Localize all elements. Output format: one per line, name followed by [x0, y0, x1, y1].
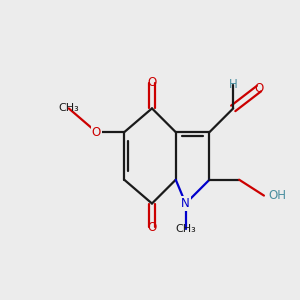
Text: OH: OH: [268, 189, 286, 202]
Text: O: O: [147, 221, 157, 234]
Text: O: O: [147, 76, 157, 89]
Text: O: O: [254, 82, 264, 95]
Text: H: H: [229, 78, 238, 91]
Text: CH₃: CH₃: [175, 224, 196, 234]
Text: N: N: [181, 197, 190, 210]
Text: CH₃: CH₃: [58, 103, 79, 113]
Text: O: O: [92, 126, 101, 139]
